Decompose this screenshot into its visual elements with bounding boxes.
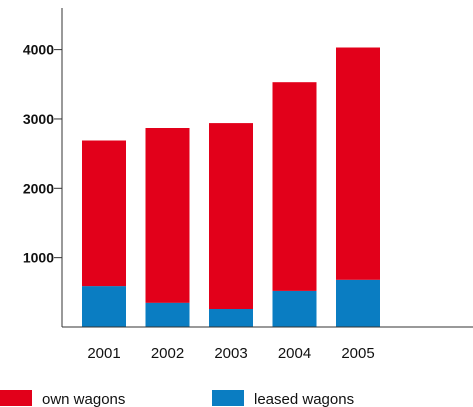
legend-swatch-leased-wagons bbox=[212, 390, 244, 406]
x-tick-label-2003: 2003 bbox=[214, 345, 247, 362]
x-labels-group: 2001 2002 2003 2004 2005 bbox=[87, 345, 374, 362]
y-tick-label-2000: 2000 bbox=[23, 180, 54, 196]
bar-leased-wagons-2001 bbox=[82, 286, 126, 327]
bar-leased-wagons-2003 bbox=[209, 309, 253, 327]
x-tick-label-2004: 2004 bbox=[278, 345, 311, 362]
y-ticks-group: 1000 2000 3000 4000 bbox=[23, 42, 62, 266]
bars-group bbox=[82, 47, 380, 327]
bar-own-wagons-2004 bbox=[272, 82, 317, 291]
bar-own-wagons-2002 bbox=[145, 128, 190, 303]
legend-label-leased-wagons: leased wagons bbox=[254, 391, 354, 407]
legend-swatch-own-wagons bbox=[0, 390, 32, 406]
legend-label-own-wagons: own wagons bbox=[42, 391, 125, 407]
y-tick-label-4000: 4000 bbox=[23, 42, 54, 58]
bar-leased-wagons-2004 bbox=[272, 290, 317, 327]
bar-leased-wagons-2005 bbox=[336, 279, 380, 327]
y-tick-label-3000: 3000 bbox=[23, 111, 54, 127]
bar-own-wagons-2005 bbox=[336, 47, 380, 280]
bar-own-wagons-2003 bbox=[209, 123, 253, 309]
x-tick-label-2001: 2001 bbox=[87, 345, 120, 362]
y-tick-label-1000: 1000 bbox=[23, 250, 54, 266]
x-tick-label-2002: 2002 bbox=[151, 345, 184, 362]
bar-own-wagons-2001 bbox=[82, 140, 126, 287]
bar-leased-wagons-2002 bbox=[145, 302, 190, 327]
legend: own wagons leased wagons bbox=[0, 390, 354, 407]
x-tick-label-2005: 2005 bbox=[341, 345, 374, 362]
